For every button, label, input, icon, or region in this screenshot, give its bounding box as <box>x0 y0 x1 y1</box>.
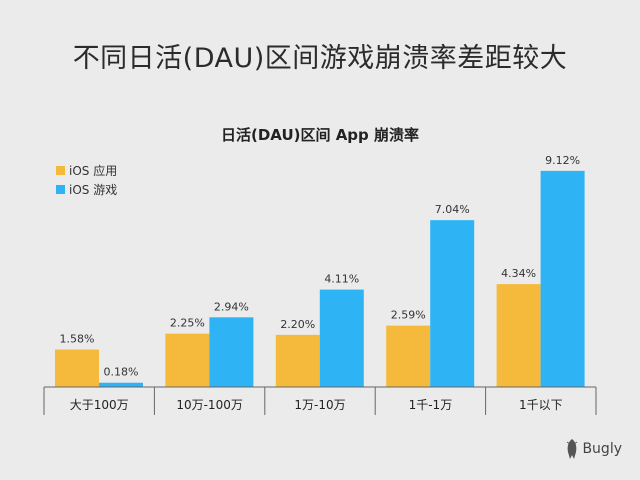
legend-swatch-1 <box>56 185 65 194</box>
legend-label-0: iOS 应用 <box>69 163 117 178</box>
x-axis: 大于100万 10万-100万 1万-10万 1千-1万 1千以下 <box>43 386 597 415</box>
legend-swatch-0 <box>56 166 65 175</box>
value-label-1-3: 7.04% <box>435 203 470 216</box>
page-headline: 不同日活(DAU)区间游戏崩溃率差距较大 <box>72 43 568 74</box>
value-label-1-0: 0.18% <box>104 366 139 379</box>
bar-1-3 <box>430 220 475 387</box>
legend: iOS 应用 iOS 游戏 <box>56 163 117 197</box>
value-label-0-2: 2.20% <box>280 318 315 331</box>
value-label-1-1: 2.94% <box>214 300 249 313</box>
bar-1-4 <box>540 170 585 387</box>
value-label-0-3: 2.59% <box>391 309 426 322</box>
brand: Bugly <box>565 438 622 460</box>
x-tick-label-2: 1万-10万 <box>294 398 345 412</box>
bars-group: 1.58% 0.18% 2.25% 2.94% 2.20% 4.11% 2.59% 7.04%… <box>55 154 585 387</box>
bar-0-0 <box>55 349 99 387</box>
value-label-0-0: 1.58% <box>60 333 95 346</box>
value-label-1-4: 9.12% <box>545 154 580 167</box>
bar-0-3 <box>386 325 431 387</box>
bar-1-1 <box>209 317 254 387</box>
bar-0-1 <box>165 333 210 387</box>
x-tick-label-1: 10万-100万 <box>176 398 243 412</box>
legend-label-1: iOS 游戏 <box>69 183 117 197</box>
bug-logo-icon <box>567 439 578 459</box>
bar-0-4 <box>496 284 541 387</box>
bar-1-2 <box>319 289 364 387</box>
value-label-0-4: 4.34% <box>501 267 536 280</box>
value-label-0-1: 2.25% <box>170 317 205 330</box>
bar-1-0 <box>99 382 143 387</box>
x-tick-label-0: 大于100万 <box>70 398 129 412</box>
x-tick-label-3: 1千-1万 <box>409 398 453 412</box>
chart-title: 日活(DAU)区间 App 崩溃率 <box>221 126 419 144</box>
value-label-1-2: 4.11% <box>324 273 359 286</box>
brand-name: Bugly <box>582 441 622 457</box>
bar-0-2 <box>275 334 320 387</box>
x-tick-label-4: 1千以下 <box>519 398 563 412</box>
